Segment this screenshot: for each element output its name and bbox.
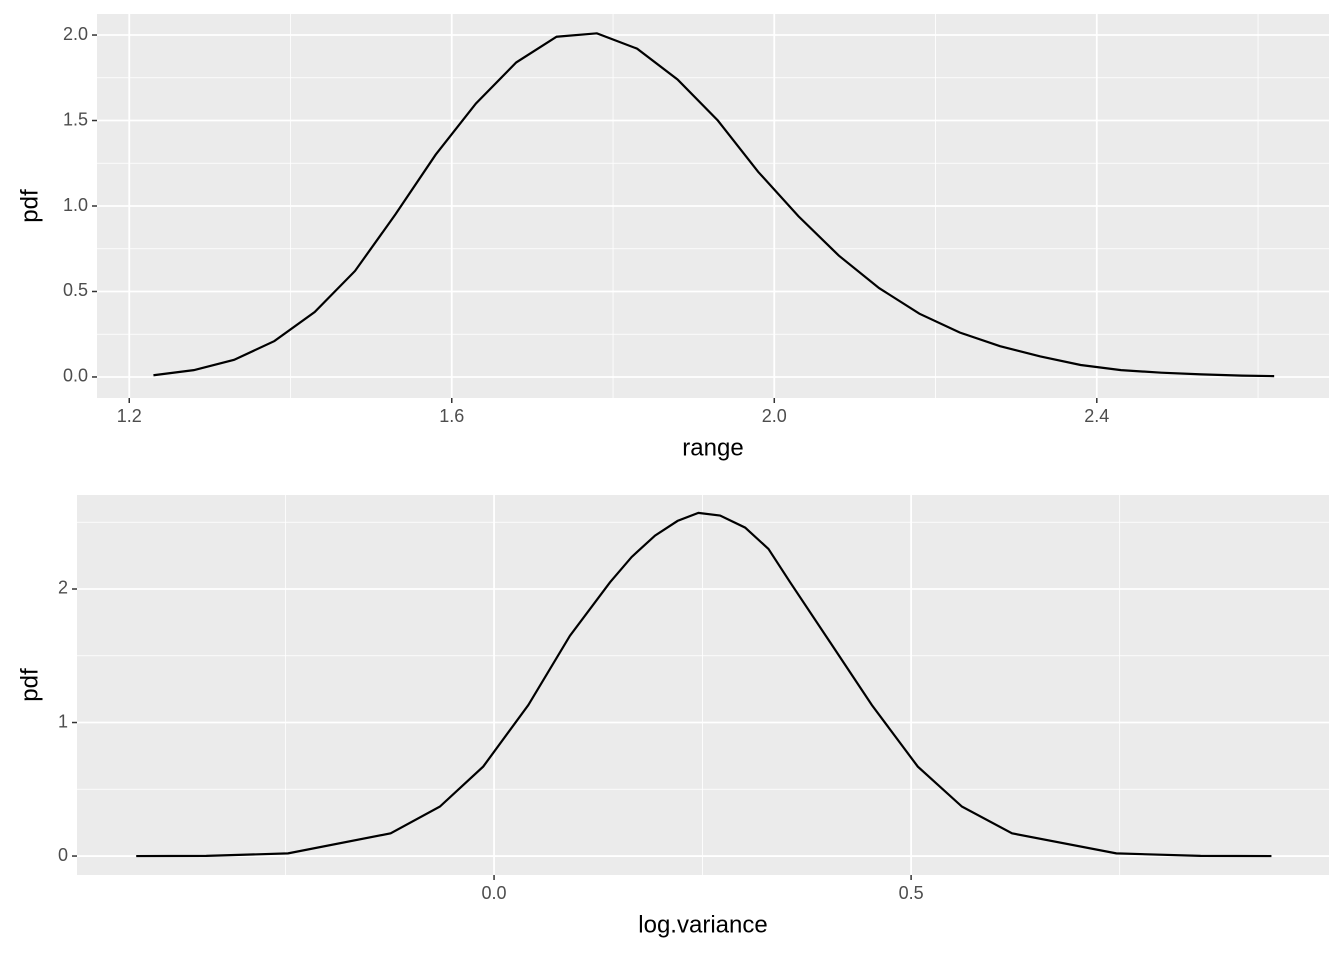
x-tick-label: 0.5 (899, 883, 924, 903)
y-tick-label: 0 (58, 845, 68, 865)
y-axis-title: pdf (16, 189, 43, 223)
y-tick-label: 1.5 (63, 109, 88, 129)
y-tick-label: 1 (58, 711, 68, 731)
y-tick-label: 0.0 (63, 366, 88, 386)
x-tick-label: 0.0 (482, 883, 507, 903)
y-tick-label: 0.5 (63, 280, 88, 300)
x-tick-label: 2.0 (762, 406, 787, 426)
y-tick-label: 2.0 (63, 24, 88, 44)
x-tick-label: 2.4 (1084, 406, 1109, 426)
pdf-line (136, 511, 1272, 858)
pdf-line (153, 32, 1275, 378)
y-axis-title: pdf (16, 668, 43, 702)
panel-background (77, 495, 1329, 875)
x-tick-label: 1.2 (117, 406, 142, 426)
x-axis-title: log.variance (638, 911, 767, 938)
y-tick-label: 2 (58, 578, 68, 598)
y-tick-label: 1.0 (63, 195, 88, 215)
x-axis-title: range (682, 434, 743, 461)
x-tick-label: 1.6 (439, 406, 464, 426)
